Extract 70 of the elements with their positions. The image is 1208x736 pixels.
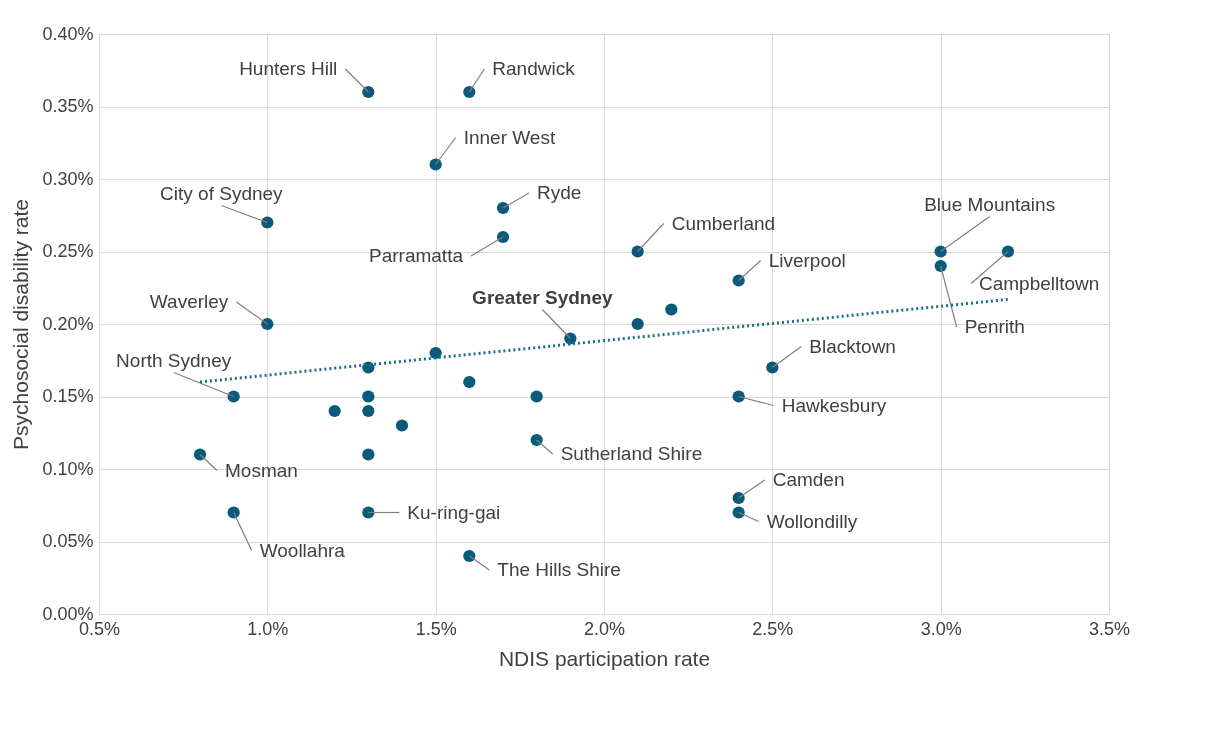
point [362, 404, 375, 418]
x-tick-label: 3.5% [1088, 618, 1131, 639]
annotation: The Hills Shire [497, 559, 621, 580]
annotation: Blue Mountains [924, 193, 1056, 215]
point [429, 158, 442, 171]
point [227, 506, 240, 519]
annotation: Hunters Hill [239, 58, 338, 79]
annotation: Waverley [149, 291, 229, 312]
point [463, 549, 476, 563]
annotation: North Sydney [116, 349, 232, 371]
point [362, 448, 375, 461]
point [193, 448, 207, 461]
annotation: Mosman [225, 459, 298, 481]
point [631, 245, 644, 258]
annotation: Campbelltown [979, 272, 1100, 294]
point [732, 390, 745, 403]
annotation: Camden [772, 469, 845, 490]
y-tick-label: 0.15% [42, 386, 94, 406]
annotation: Greater Sydney [472, 286, 613, 308]
point [530, 433, 543, 447]
point [496, 201, 510, 215]
point [362, 85, 375, 99]
annotation: Liverpool [768, 249, 846, 271]
point [227, 390, 240, 403]
point [631, 317, 644, 331]
point [732, 274, 745, 287]
annotation: Hawkesbury [781, 394, 887, 416]
point [732, 506, 745, 519]
y-tick-label: 0.40% [42, 23, 94, 44]
y-tick-label: 0.30% [42, 168, 94, 189]
point [496, 230, 510, 244]
annotation: Ku-ring-gai [407, 501, 501, 523]
annotation: City of Sydney [160, 182, 284, 204]
point [429, 346, 442, 360]
annotation: Woollahra [259, 539, 346, 561]
annotation: Wollondilly [766, 510, 858, 532]
point [1001, 245, 1015, 258]
x-axis-title: NDIS participation rate [498, 646, 711, 670]
point [665, 303, 678, 316]
y-axis-title: Psychosocial disability rate [9, 199, 33, 450]
x-tick-label: 1.0% [247, 618, 289, 639]
annotation: Blacktown [809, 335, 896, 357]
x-tick-label: 2.5% [752, 618, 794, 639]
point [463, 85, 476, 99]
y-tick-label: 0.25% [42, 241, 94, 261]
point [328, 404, 341, 418]
annotation: Sutherland Shire [560, 443, 703, 464]
x-tick-label: 3.0% [920, 618, 962, 639]
y-tick-label: 0.05% [42, 531, 94, 551]
x-tick-label: 2.0% [583, 618, 626, 639]
annotation: Cumberland [671, 212, 776, 234]
point [362, 390, 375, 403]
point [530, 390, 543, 403]
x-tick-label: 1.5% [415, 618, 457, 639]
point [934, 245, 947, 258]
annotation: Ryde [537, 182, 582, 203]
annotation: Parramatta [369, 245, 464, 266]
annotation: Penrith [964, 316, 1025, 337]
point [395, 419, 409, 432]
point [766, 361, 779, 374]
point [261, 317, 274, 331]
annotation: Randwick [492, 58, 576, 79]
point [261, 216, 274, 229]
y-tick-label: 0.10% [42, 458, 94, 479]
y-tick-label: 0.20% [42, 313, 94, 334]
point [732, 491, 745, 505]
point [362, 506, 375, 519]
point [463, 375, 476, 389]
y-tick-label: 0.35% [42, 96, 94, 116]
annotation: Inner West [463, 126, 556, 148]
